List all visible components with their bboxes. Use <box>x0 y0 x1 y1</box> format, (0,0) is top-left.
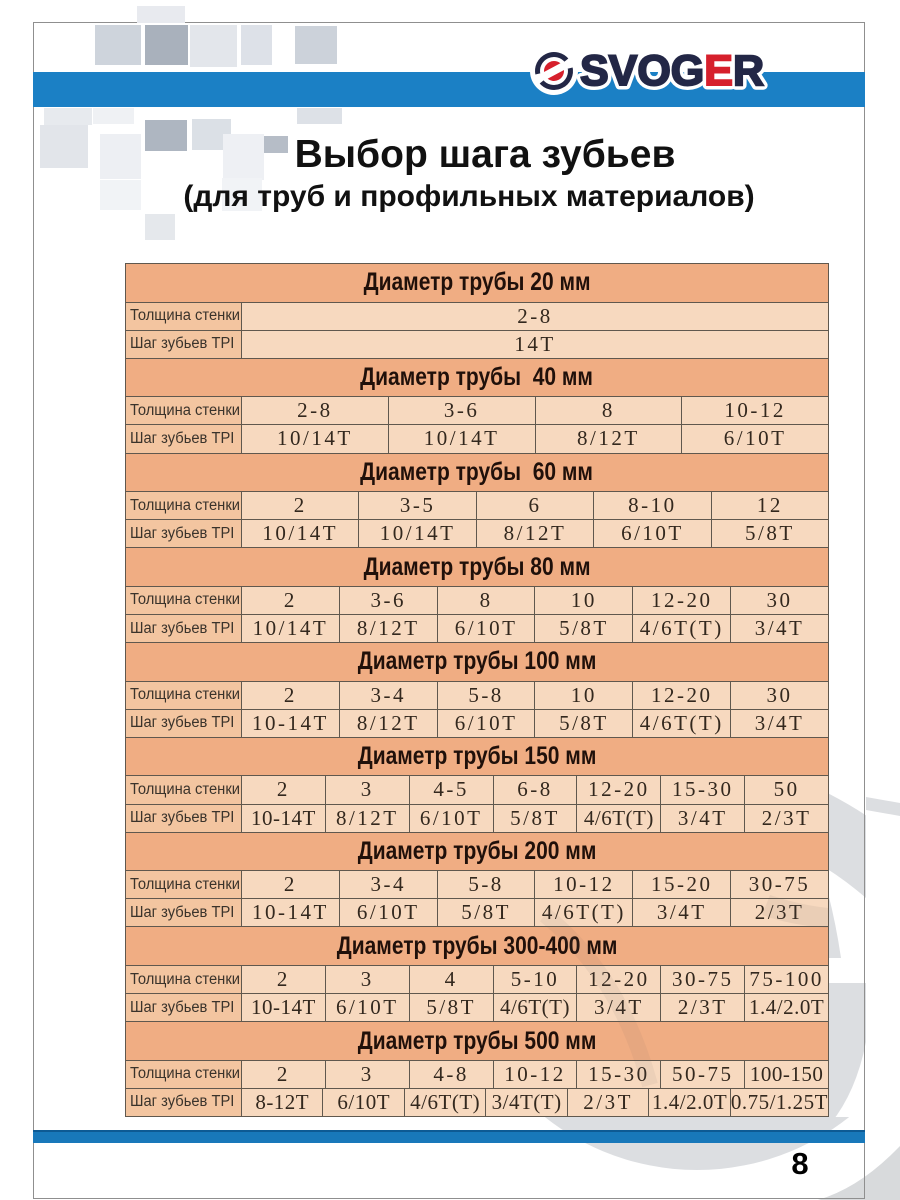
svg-text:SVOGER: SVOGER <box>580 47 764 95</box>
svg-text:SVOGER: SVOGER <box>580 47 764 95</box>
